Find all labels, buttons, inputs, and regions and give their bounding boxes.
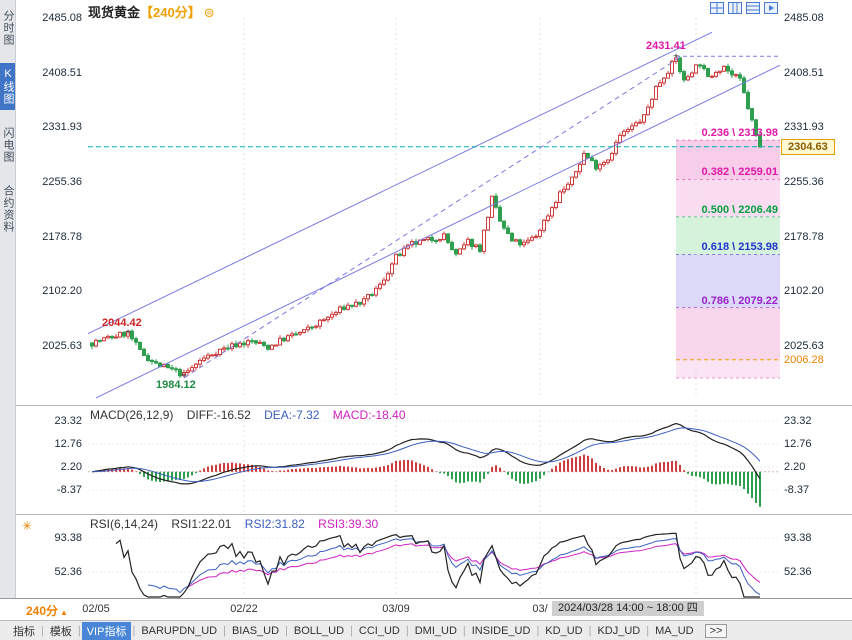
macd-header: MACD(26,12,9) DIFF:-16.52 DEA:-7.32 MACD… [90, 408, 416, 422]
svg-text:+: + [125, 328, 131, 339]
rsi3-value: RSI3:39.30 [318, 517, 379, 531]
sidebar-tab-kline-chart[interactable]: K线图 [0, 63, 15, 110]
toolbar-separator: | [588, 624, 592, 637]
layout-quad-icon[interactable] [710, 2, 724, 14]
toolbar-tab-boll-ud[interactable]: BOLL_UD [293, 624, 345, 637]
toolbar-tab-indicators[interactable]: 指标 [13, 625, 35, 638]
toolbar-separator: | [223, 624, 226, 637]
layout-columns-icon[interactable] [728, 2, 742, 14]
rsi-header: RSI(6,14,24) RSI1:22.01 RSI2:31.82 RSI3:… [90, 517, 388, 531]
rsi1-value: RSI1:22.01 [171, 517, 232, 531]
toolbar-separator: | [405, 624, 409, 637]
svg-text:+: + [181, 371, 187, 382]
sidebar-tab-time-share-chart[interactable]: 分时图 [2, 10, 14, 46]
symbol-title: 现货黄金 [88, 5, 141, 20]
lower-bound-label: 2006.28 [784, 354, 824, 366]
sidebar-tab-flash-chart[interactable]: 闪电图 [2, 127, 14, 163]
toolbar-tab-kdj-ud[interactable]: KDJ_UD [597, 624, 641, 637]
panel-divider [15, 514, 852, 515]
toolbar-tab-dmi-ud[interactable]: DMI_UD [414, 624, 457, 637]
toolbar-separator: | [77, 624, 81, 637]
more-indicators-button[interactable]: >> [704, 623, 728, 638]
indicator-toolbar: 指标 | 模板 | VIP指标 | BARUPDN_UD | BIAS_UD | BOLL_UD | C… [0, 620, 852, 640]
toolbar-separator: | [646, 624, 650, 637]
last-price-tag: 2304.63 [781, 139, 835, 155]
period-arrow-icon: ▲ [60, 608, 68, 617]
toolbar-separator: | [132, 624, 136, 637]
sidebar-tab-contract-info[interactable]: 合约资料 [2, 185, 14, 233]
settings-gear-icon[interactable]: ⊜ [203, 5, 215, 20]
rsi2-value: RSI2:31.82 [244, 517, 305, 531]
svg-text:+: + [673, 51, 679, 62]
macd-macd-value: MACD:-18.40 [332, 408, 406, 422]
toolbar-tab-barupdn-ud[interactable]: BARUPDN_UD [141, 624, 218, 637]
toolbar-tab-templates[interactable]: 模板 [49, 625, 72, 638]
rsi-title: RSI(6,14,24) [90, 517, 159, 531]
toolbar-tab-cci-ud[interactable]: CCI_UD [358, 624, 400, 637]
period-selector[interactable]: 240分 ▲ [26, 602, 68, 619]
toolbar-tab-bias-ud[interactable]: BIAS_UD [231, 624, 280, 637]
toolbar-separator: | [462, 624, 466, 637]
period-title[interactable]: 【240分】 [140, 5, 201, 20]
chart-title: 现货黄金【240分】 ⊜ [88, 2, 215, 20]
toolbar-tab-kd-ud[interactable]: KD_UD [545, 624, 583, 637]
toolbar-separator: | [536, 624, 540, 637]
macd-dea-value: DEA:-7.32 [264, 408, 320, 422]
crosshair-time-label: 2024/03/28 14:00 ~ 18:00 四 [552, 601, 704, 616]
macd-title: MACD(26,12,9) [90, 408, 174, 422]
toolbar-separator: | [350, 624, 353, 637]
panel-divider [15, 405, 852, 406]
axis-divider [0, 598, 852, 599]
macd-diff-value: DIFF:-16.52 [186, 408, 251, 422]
layout-rows-icon[interactable] [746, 2, 760, 14]
left-tab-sidebar: 分时图 K线图闪电图合约资料 [0, 0, 16, 598]
toolbar-separator: | [41, 624, 44, 637]
toolbar-separator: | [285, 624, 288, 637]
expand-panel-icon[interactable] [764, 2, 778, 14]
toolbar-tab-ma-ud[interactable]: MA_UD [655, 624, 694, 637]
toolbar-tab-inside-ud[interactable]: INSIDE_UD [471, 624, 531, 637]
layout-icon-group [710, 2, 778, 14]
indicator-pin-icon[interactable]: ✳ [22, 519, 33, 533]
period-selector-label: 240分 [26, 604, 59, 618]
toolbar-tab-vip-indicators[interactable]: VIP指标 [81, 621, 132, 640]
